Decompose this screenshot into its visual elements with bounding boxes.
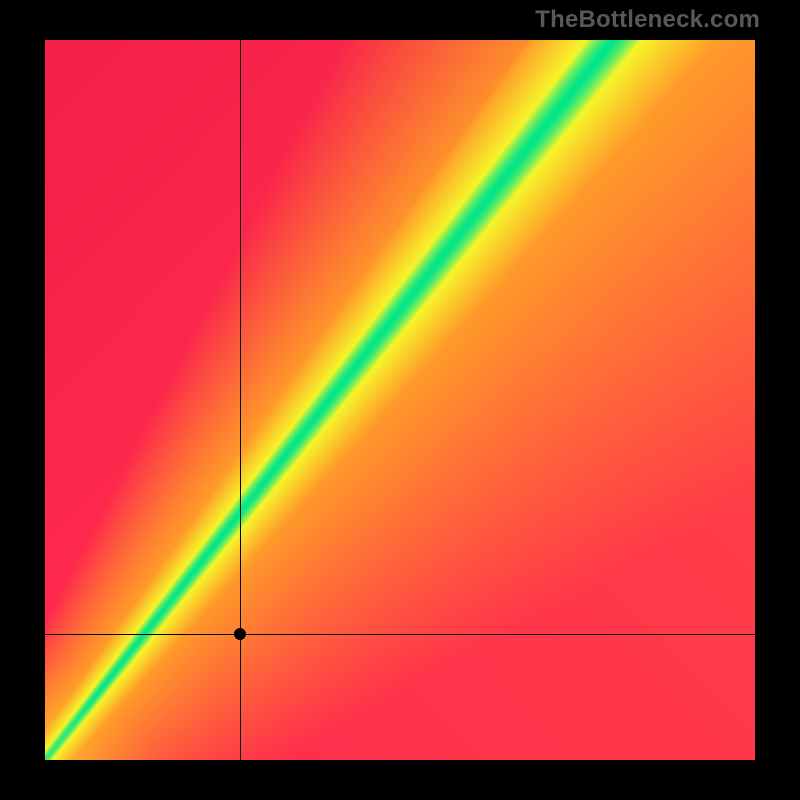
bottleneck-heatmap <box>45 40 755 760</box>
crosshair-horizontal <box>45 634 755 635</box>
chart-frame: TheBottleneck.com <box>0 0 800 800</box>
plot-area <box>45 40 755 760</box>
crosshair-vertical <box>240 40 241 760</box>
watermark-text: TheBottleneck.com <box>535 6 760 34</box>
crosshair-marker <box>234 628 246 640</box>
